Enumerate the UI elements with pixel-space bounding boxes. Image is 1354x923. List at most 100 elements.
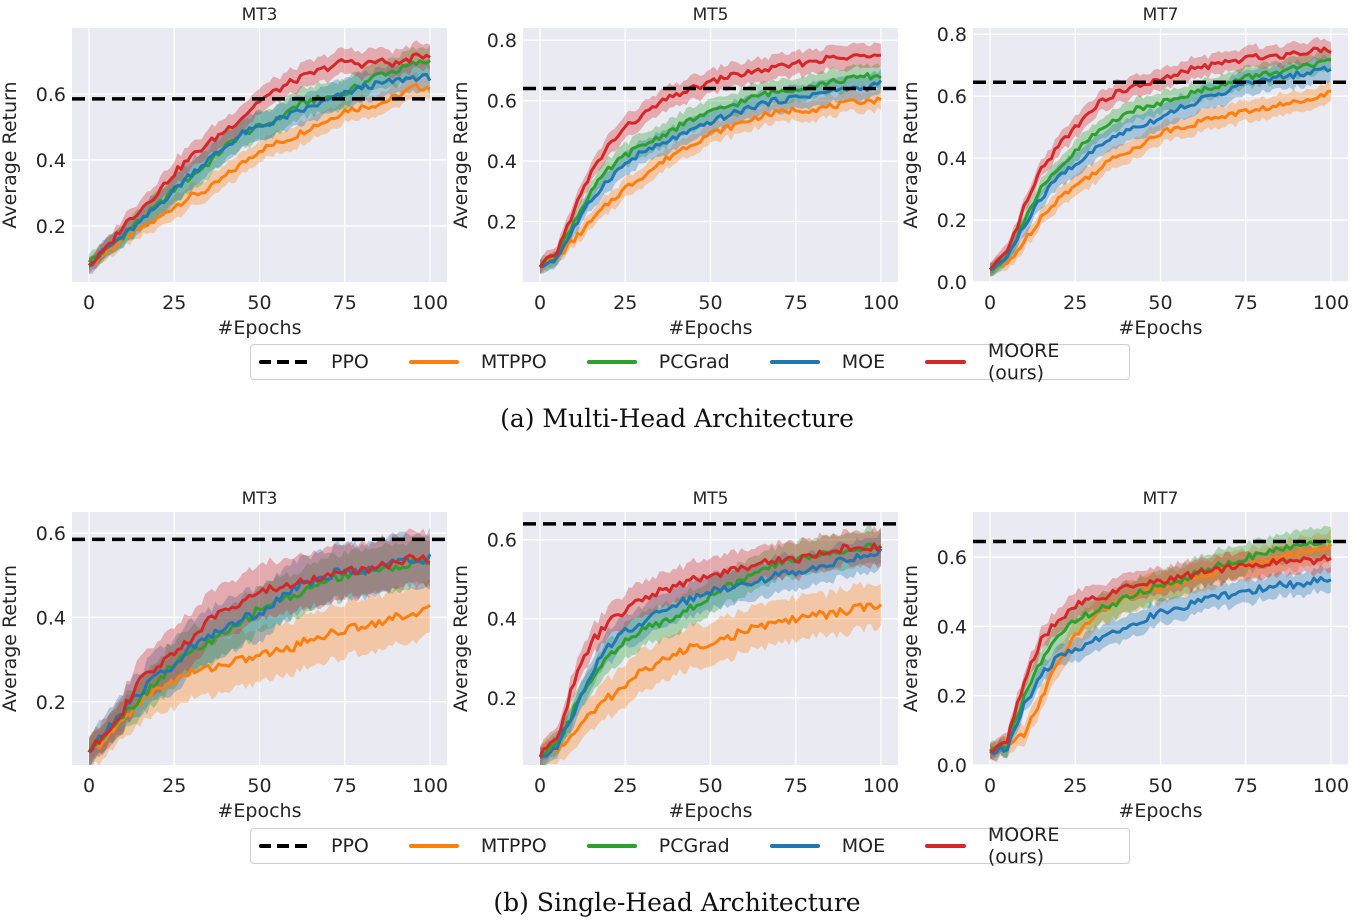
legend-label: PPO (331, 835, 369, 857)
legend-label: MOE (841, 835, 886, 857)
y-tick-label: 0.6 (487, 91, 517, 113)
y-tick-label: 0.4 (36, 150, 66, 172)
legend-item-moore: MOORE (ours) (925, 824, 1097, 868)
panel-mt3-multi-head: 0 25 50 75 100 0.2 0.4 0.6 MT3 #Epochs Average Ret… (0, 5, 448, 339)
series-line-pcgrad (990, 57, 1332, 272)
y-axis-label: Average Return (900, 565, 922, 712)
x-tick-label: 100 (412, 775, 448, 797)
x-tick-label: 50 (698, 292, 722, 314)
x-tick-label: 75 (1234, 292, 1258, 314)
legend-item-mtppo: MTPPO (408, 351, 547, 373)
y-tick-label: 0.6 (36, 523, 66, 545)
x-tick-label: 25 (613, 292, 637, 314)
x-tick-label: 0 (534, 292, 546, 314)
x-axis-label: #Epochs (218, 800, 302, 822)
panel-mt7-multi-head: 0 25 50 75 100 0.0 0.2 0.4 0.6 0.8 MT7 #Epochs Avera… (900, 5, 1349, 339)
y-tick-label: 0.2 (487, 688, 517, 710)
legend-item-pcgrad: PCGrad (586, 835, 730, 857)
y-tick-label: 0.8 (487, 30, 517, 52)
confidence-band-mtppo (89, 72, 430, 272)
y-axis-label: Average Return (450, 565, 472, 712)
legend-item-mtppo: MTPPO (408, 835, 547, 857)
series-line-moore (88, 52, 431, 267)
y-tick-label: 0.2 (937, 210, 967, 232)
panel-mt5-multi-head: 0 25 50 75 100 0.2 0.4 0.6 0.8 MT5 #Epochs Average … (450, 5, 899, 339)
confidence-band-moe (540, 531, 881, 765)
panel-mt3-single-head: 0 25 50 75 100 0.2 0.4 0.6 MT3 #Epochs Average Ret… (0, 489, 448, 822)
plot-area (72, 40, 447, 275)
y-tick-label: 0.6 (487, 530, 517, 552)
series-line-moore (989, 554, 1332, 753)
x-tick-label: 100 (863, 775, 899, 797)
legend-item-pcgrad: PCGrad (586, 351, 730, 373)
x-tick-label: 100 (863, 292, 899, 314)
legend-label: MOE (841, 351, 886, 373)
x-tick-label: 50 (247, 775, 271, 797)
x-tick-label: 75 (333, 775, 357, 797)
y-tick-label: 0.2 (487, 212, 517, 234)
legend-swatch-moore (925, 844, 966, 848)
y-axis-label: Average Return (0, 565, 21, 712)
y-tick-label: 0.4 (937, 616, 967, 638)
legend-single-head: PPO MTPPO PCGrad MOE MOORE (ours) (250, 824, 1130, 868)
legend-swatch-moore (925, 360, 966, 364)
x-tick-label: 50 (698, 775, 722, 797)
series-line-mtppo (539, 602, 883, 759)
y-axis-label: Average Return (0, 81, 21, 228)
y-tick-label: 0.0 (937, 272, 967, 294)
plot-area (973, 525, 1348, 763)
series-line-pcgrad (989, 539, 1332, 753)
legend-item-moore: MOORE (ours) (925, 340, 1097, 384)
x-axis-label: #Epochs (669, 317, 753, 339)
confidence-band-pcgrad (89, 45, 430, 271)
x-axis-label: #Epochs (218, 317, 302, 339)
legend-item-moe: MOE (769, 835, 886, 857)
plot-area (72, 527, 447, 765)
series-line-mtppo (539, 96, 882, 269)
legend-swatch-ppo (259, 844, 309, 848)
y-tick-label: 0.6 (937, 86, 967, 108)
legend-swatch-mtppo (408, 844, 459, 848)
confidence-band-moore (990, 543, 1331, 761)
x-tick-label: 0 (83, 292, 95, 314)
x-tick-label: 25 (613, 775, 637, 797)
plot-area (523, 42, 898, 275)
y-tick-label: 0.2 (937, 686, 967, 708)
legend-label: MOORE (ours) (987, 824, 1060, 868)
confidence-band-mtppo (540, 581, 881, 765)
confidence-band-moe (990, 54, 1331, 277)
confidence-band-moe (89, 527, 430, 765)
series-line-moore (538, 542, 883, 758)
series-line-pcgrad (538, 72, 882, 268)
caption-single-head: (b) Single-Head Architecture (493, 888, 861, 917)
y-tick-label: 0.4 (36, 607, 66, 629)
legend-label: MOORE (ours) (987, 340, 1060, 384)
x-tick-label: 0 (984, 292, 996, 314)
y-tick-label: 0.0 (937, 755, 967, 777)
series-line-moe (88, 73, 432, 267)
confidence-band-mtppo (990, 529, 1331, 763)
legend-swatch-pcgrad (586, 360, 637, 364)
confidence-band-pcgrad (89, 535, 430, 765)
panel-title: MT7 (1143, 5, 1179, 25)
x-tick-label: 100 (1313, 775, 1349, 797)
legend-item-ppo: PPO (259, 835, 369, 857)
confidence-band-moore (89, 528, 430, 765)
legend-item-moe: MOE (769, 351, 886, 373)
panel-mt5-single-head: 0 25 50 75 100 0.2 0.4 0.6 MT5 #Epochs Average Ret… (450, 489, 899, 822)
x-tick-label: 75 (784, 775, 808, 797)
series-line-moore (87, 553, 431, 754)
legend-label: MTPPO (480, 835, 547, 857)
legend-label: PCGrad (658, 351, 730, 373)
legend-swatch-moe (769, 844, 820, 848)
x-axis-label: #Epochs (1119, 317, 1203, 339)
series-line-mtppo (989, 89, 1332, 272)
x-tick-label: 50 (247, 292, 271, 314)
x-tick-label: 75 (784, 292, 808, 314)
legend-swatch-pcgrad (586, 844, 637, 848)
series-line-moe (539, 548, 883, 759)
y-tick-label: 0.4 (487, 151, 517, 173)
series-line-moore (538, 53, 882, 268)
confidence-band-pcgrad (990, 525, 1331, 761)
